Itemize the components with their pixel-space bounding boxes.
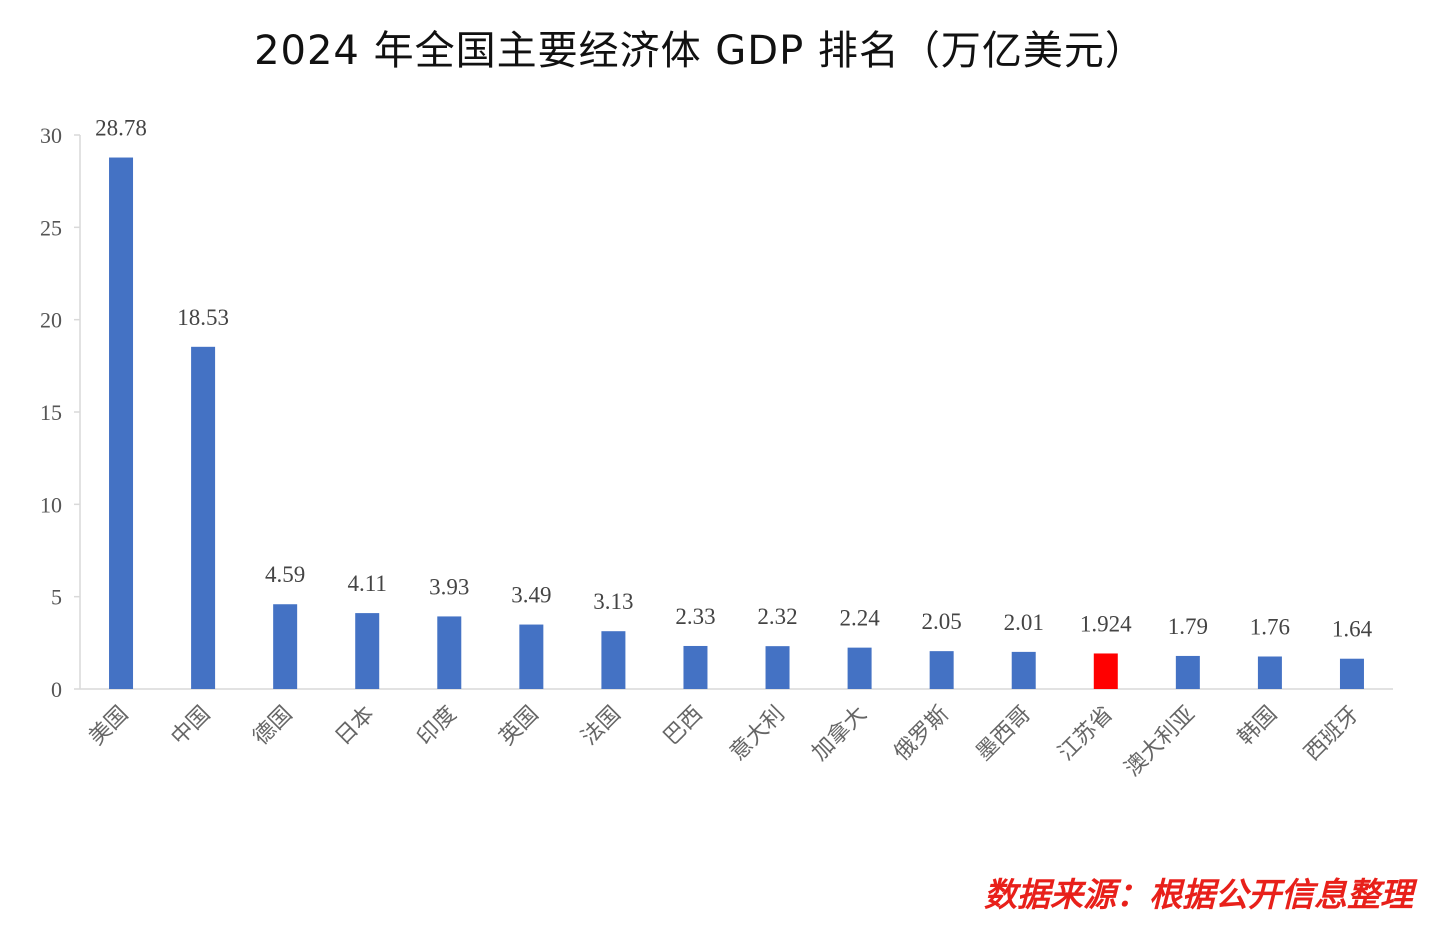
- data-label: 1.924: [1080, 611, 1132, 636]
- category-label: 巴西: [659, 702, 708, 751]
- chart-area: 0 5 10 15 20 25 30 28.78 美国 18.53 中国 4.59 德国 4.11 日本 3.…: [40, 116, 1393, 782]
- y-tick-label: 10: [40, 492, 62, 517]
- bar: [109, 157, 134, 690]
- bar: [519, 624, 544, 689]
- bar: [437, 616, 462, 689]
- data-label: 4.59: [265, 562, 305, 587]
- bar: [1011, 651, 1036, 689]
- chart-title: 2024 年全国主要经济体 GDP 排名（万亿美元）: [254, 28, 1146, 74]
- data-label: 2.24: [839, 606, 880, 631]
- bar: [929, 651, 954, 689]
- y-tick-label: 25: [40, 215, 62, 240]
- data-label: 2.33: [675, 604, 715, 629]
- data-label: 18.53: [177, 305, 229, 330]
- category-label: 日本: [331, 702, 380, 751]
- bar: [847, 647, 872, 689]
- y-tick-label: 0: [51, 677, 62, 702]
- source-note: 数据来源：根据公开信息整理: [984, 875, 1413, 914]
- data-label: 1.64: [1332, 617, 1373, 642]
- bar: [601, 631, 626, 689]
- bar: [273, 604, 298, 689]
- category-label: 英国: [495, 702, 544, 751]
- category-label: 德国: [249, 702, 298, 751]
- category-label: 西班牙: [1300, 702, 1364, 766]
- category-label: 墨西哥: [972, 702, 1036, 766]
- data-label: 3.49: [511, 583, 551, 608]
- category-label: 韩国: [1233, 702, 1282, 751]
- category-label: 意大利: [725, 702, 789, 766]
- category-label: 加拿大: [807, 701, 872, 766]
- bar: [765, 646, 790, 689]
- data-label: 2.05: [922, 609, 962, 634]
- data-label: 3.93: [429, 574, 469, 599]
- y-tick-label: 5: [51, 585, 62, 610]
- data-label: 1.79: [1168, 614, 1208, 639]
- category-label: 澳大利亚: [1120, 702, 1200, 782]
- bar-chart: 0 5 10 15 20 25 30 28.78 美国 18.53 中国 4.59 德国 4.11 日本 3.…: [40, 116, 1393, 782]
- y-tick-label: 20: [40, 308, 62, 333]
- bar: [191, 346, 216, 689]
- data-label: 4.11: [348, 571, 387, 596]
- y-tick-label: 15: [40, 400, 62, 425]
- bar: [683, 645, 708, 689]
- data-label: 2.01: [1004, 610, 1044, 635]
- category-label: 法国: [577, 702, 626, 751]
- category-label: 江苏省: [1054, 702, 1118, 766]
- category-label: 中国: [167, 702, 216, 751]
- category-label: 印度: [413, 702, 462, 751]
- bar: [1339, 658, 1364, 689]
- bar: [355, 613, 380, 689]
- data-label: 2.32: [757, 604, 797, 629]
- category-label: 美国: [84, 702, 133, 751]
- y-tick-label: 30: [40, 123, 62, 148]
- bar: [1257, 656, 1282, 689]
- bar: [1093, 653, 1118, 689]
- data-label: 28.78: [95, 116, 147, 141]
- bar: [1175, 655, 1200, 689]
- data-label: 3.13: [593, 589, 633, 614]
- category-label: 俄罗斯: [890, 702, 954, 766]
- data-label: 1.76: [1250, 614, 1290, 639]
